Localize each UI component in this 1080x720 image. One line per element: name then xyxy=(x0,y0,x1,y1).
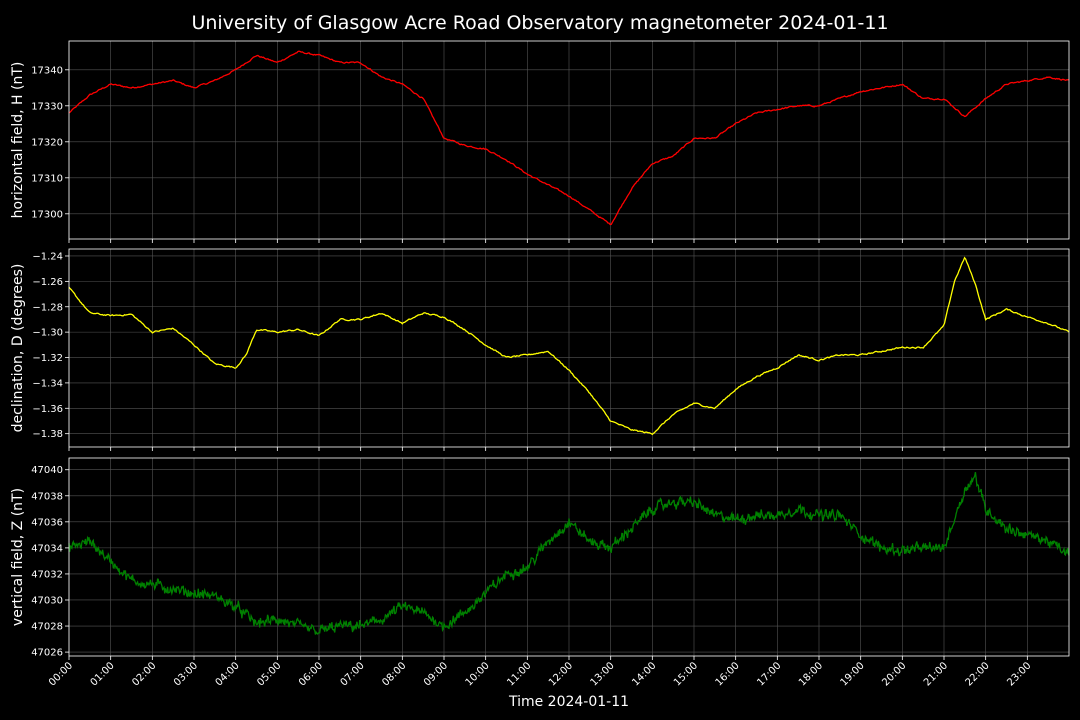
y-tick-label: −1.36 xyxy=(32,404,63,415)
series-line-Z xyxy=(68,472,1070,635)
x-tick-label: 22:00 xyxy=(964,660,992,688)
x-tick-label: 16:00 xyxy=(714,660,742,688)
y-tick-label: 47036 xyxy=(31,517,63,528)
x-tick-label: 11:00 xyxy=(505,660,533,688)
y-axis-label: declination, D (degrees) xyxy=(10,264,26,433)
x-tick-label: 02:00 xyxy=(130,660,158,688)
x-tick-label: 10:00 xyxy=(464,660,492,688)
x-tick-label: 06:00 xyxy=(297,660,325,688)
series-line-H xyxy=(68,50,1070,226)
y-tick-label: 47034 xyxy=(31,543,63,554)
y-axis-label: horizontal field, H (nT) xyxy=(10,62,26,219)
x-tick-label: 00:00 xyxy=(47,660,75,688)
y-tick-label: 17310 xyxy=(31,173,63,184)
figure-title: University of Glasgow Acre Road Observat… xyxy=(191,12,888,34)
y-tick-label: 17320 xyxy=(31,137,63,148)
x-tick-label: 12:00 xyxy=(547,660,575,688)
x-tick-label: 01:00 xyxy=(89,660,117,688)
x-tick-label: 23:00 xyxy=(1005,660,1033,688)
y-tick-label: −1.34 xyxy=(32,378,63,389)
x-tick-label: 04:00 xyxy=(214,660,242,688)
x-tick-label: 14:00 xyxy=(630,660,658,688)
x-tick-label: 05:00 xyxy=(255,660,283,688)
x-tick-label: 18:00 xyxy=(797,660,825,688)
x-tick-label: 09:00 xyxy=(422,660,450,688)
y-tick-label: −1.30 xyxy=(32,328,63,339)
y-axis-label: vertical field, Z (nT) xyxy=(10,488,26,626)
y-tick-label: 17330 xyxy=(31,101,63,112)
panel-H: 17300 17310 17320 17330 17340 horizontal fiel… xyxy=(10,40,1070,243)
y-tick-label: −1.32 xyxy=(32,353,63,364)
x-tick-label: 17:00 xyxy=(755,660,783,688)
panels-group: 17300 17310 17320 17330 17340 horizontal fiel… xyxy=(10,40,1070,689)
series-line-D xyxy=(68,256,1070,436)
y-tick-label: −1.26 xyxy=(32,277,63,288)
x-tick-label: 19:00 xyxy=(839,660,867,688)
x-tick-label: 21:00 xyxy=(922,660,950,688)
y-tick-label: 47030 xyxy=(31,595,63,606)
y-tick-label: 17300 xyxy=(31,209,63,220)
y-tick-label: 47028 xyxy=(31,622,63,633)
axes-frame xyxy=(68,248,1070,448)
y-tick-label: 47026 xyxy=(31,648,63,659)
y-tick-label: 47038 xyxy=(31,491,63,502)
y-tick-label: 17340 xyxy=(31,65,63,76)
panel-D: −1.38 −1.36 −1.34 −1.32 −1.30 −1.28 −1.26 −1.24… xyxy=(10,248,1070,451)
y-tick-label: −1.24 xyxy=(32,251,63,262)
y-tick-label: 47032 xyxy=(31,569,63,580)
x-tick-label: 13:00 xyxy=(589,660,617,688)
x-axis-label: Time 2024-01-11 xyxy=(508,694,629,710)
x-tick-label: 15:00 xyxy=(672,660,700,688)
x-tick-label: 07:00 xyxy=(339,660,367,688)
panel-Z: 47026 47028 47030 47032 47034 47036 47038 47040… xyxy=(10,457,1070,660)
y-tick-label: 47040 xyxy=(31,465,63,476)
y-tick-label: −1.28 xyxy=(32,302,63,313)
axes-frame xyxy=(68,40,1070,240)
x-tick-label: 08:00 xyxy=(380,660,408,688)
x-tick-label: 20:00 xyxy=(880,660,908,688)
x-tick-label: 03:00 xyxy=(172,660,200,688)
y-tick-label: −1.38 xyxy=(32,429,63,440)
axes-frame xyxy=(68,457,1070,657)
